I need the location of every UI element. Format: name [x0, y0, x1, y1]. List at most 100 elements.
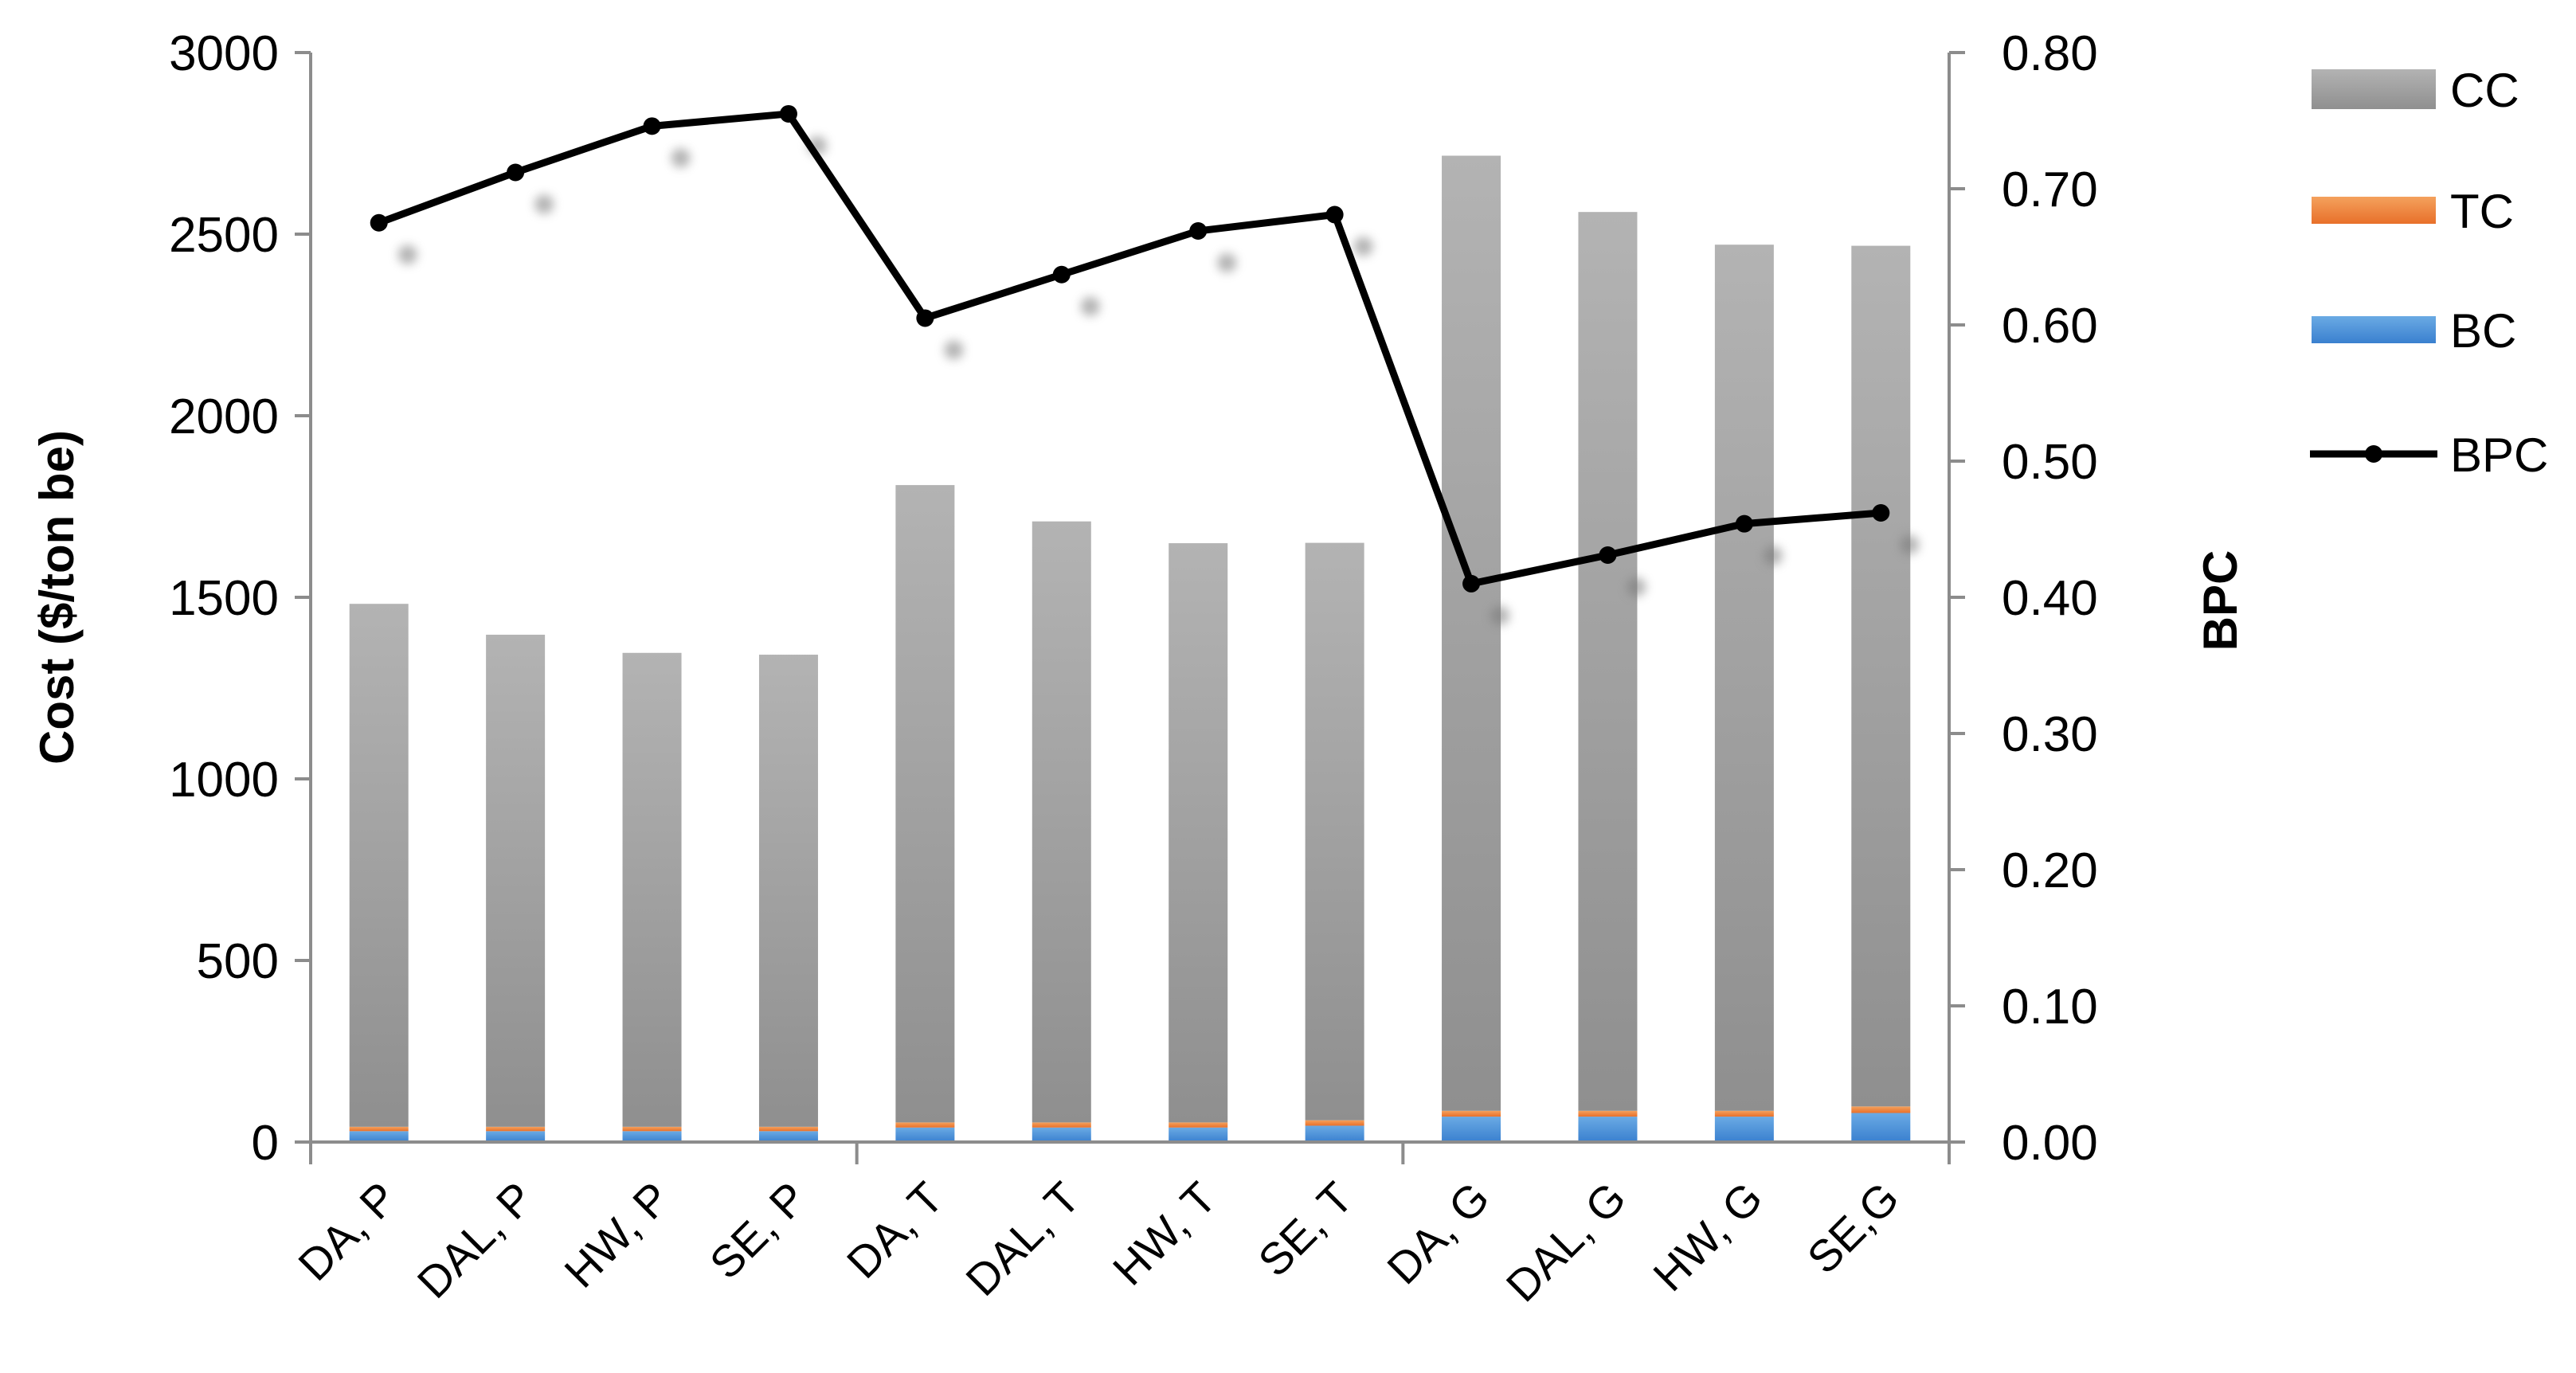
bar-tc — [349, 1126, 409, 1132]
bpc-line-layer — [370, 104, 1920, 625]
x-category-label: HW, P — [554, 1172, 679, 1297]
x-category-label: DA, P — [288, 1172, 406, 1290]
legend-swatch-tc — [2312, 197, 2436, 224]
legend-label-bc: BC — [2450, 304, 2516, 358]
legend-label-cc: CC — [2450, 64, 2519, 117]
bar-bc — [486, 1131, 546, 1142]
x-category-label: DA, T — [837, 1172, 953, 1288]
legend-swatch-bc — [2312, 316, 2436, 343]
bpc-marker-shadow — [397, 244, 417, 264]
bpc-marker-shadow — [1763, 546, 1783, 565]
x-category-label: HW, T — [1103, 1172, 1226, 1295]
bar-cc — [1169, 543, 1228, 1123]
y-axis-title: Cost ($/ton be) — [30, 430, 84, 765]
bar-tc — [758, 1126, 818, 1132]
legend: CC TC BC BPC — [2310, 64, 2548, 482]
bar-bc — [1305, 1125, 1364, 1142]
bpc-marker-shadow — [1900, 534, 1920, 554]
bpc-marker-shadow — [944, 340, 964, 360]
bar-bc — [349, 1131, 409, 1142]
bpc-marker-shadow — [534, 194, 554, 214]
right-tick-label: 0.80 — [2002, 26, 2098, 81]
bar-tc — [895, 1122, 955, 1128]
x-category-label: DAL, G — [1497, 1172, 1635, 1311]
bpc-marker — [1325, 205, 1344, 224]
bar-tc — [1714, 1110, 1774, 1117]
bpc-marker — [1189, 222, 1208, 241]
bpc-marker-shadow — [1080, 296, 1100, 316]
bar-bc — [622, 1131, 682, 1142]
bpc-marker — [1462, 574, 1481, 593]
bpc-marker — [1599, 546, 1617, 564]
bar-bc — [758, 1131, 818, 1142]
bar-cc — [1851, 245, 1911, 1107]
bpc-line — [378, 110, 1881, 588]
x-category-label: DAL, P — [408, 1172, 543, 1308]
bar-bc — [1578, 1117, 1638, 1142]
bar-cc — [486, 634, 546, 1127]
bar-bc — [895, 1127, 955, 1142]
left-tick-label: 2500 — [169, 208, 279, 263]
left-tick-label: 2000 — [169, 389, 279, 444]
left-tick-label: 3000 — [169, 26, 279, 81]
bars-layer — [349, 155, 1911, 1142]
bar-cc — [1578, 212, 1638, 1111]
right-tick-label: 0.50 — [2002, 435, 2098, 490]
right-tick-label: 0.00 — [2002, 1116, 2098, 1171]
left-tick-label: 1000 — [169, 753, 279, 808]
bpc-marker — [1872, 503, 1890, 522]
right-tick-label: 0.70 — [2002, 162, 2098, 217]
bar-tc — [622, 1126, 682, 1132]
bar-cc — [1442, 155, 1501, 1111]
bpc-marker-shadow — [1353, 237, 1373, 256]
bpc-marker-shadow — [671, 148, 691, 168]
bar-bc — [1851, 1113, 1911, 1142]
bar-cc — [349, 604, 409, 1127]
bpc-marker — [643, 117, 661, 135]
x-category-label: DAL, T — [956, 1172, 1089, 1305]
bar-cc — [1305, 542, 1364, 1121]
right-tick-label: 0.60 — [2002, 299, 2098, 354]
bpc-marker-shadow — [1490, 605, 1510, 625]
bar-cc — [758, 655, 818, 1127]
x-category-label: SE, T — [1248, 1172, 1362, 1286]
left-tick-label: 500 — [197, 934, 279, 989]
bar-bc — [1442, 1117, 1501, 1142]
bpc-marker — [779, 104, 797, 123]
bar-cc — [622, 652, 682, 1127]
bpc-marker-shadow — [1627, 577, 1646, 597]
legend-swatch-cc — [2312, 69, 2436, 109]
bpc-marker — [1735, 514, 1753, 533]
bar-tc — [486, 1126, 546, 1132]
bar-tc — [1578, 1110, 1638, 1117]
legend-label-tc: TC — [2450, 185, 2514, 238]
left-tick-label: 0 — [252, 1116, 279, 1171]
bpc-marker — [507, 163, 525, 182]
right-tick-label: 0.20 — [2002, 843, 2098, 898]
bar-cc — [1032, 521, 1091, 1123]
x-category-label: DA, G — [1377, 1172, 1498, 1293]
bpc-marker — [370, 213, 388, 232]
right-tick-label: 0.10 — [2002, 980, 2098, 1035]
y2-axis-title: BPC — [2194, 550, 2247, 651]
bpc-marker-shadow — [1217, 253, 1237, 273]
x-category-label: SE,G — [1798, 1172, 1909, 1283]
bar-cc — [895, 485, 955, 1123]
bar-tc — [1032, 1122, 1091, 1128]
bpc-marker — [916, 309, 934, 327]
bar-bc — [1169, 1127, 1228, 1142]
bar-bc — [1714, 1117, 1774, 1142]
bar-tc — [1305, 1120, 1364, 1126]
bar-tc — [1169, 1122, 1228, 1128]
bpc-marker — [1052, 265, 1071, 284]
legend-label-bpc: BPC — [2450, 428, 2548, 482]
bar-bc — [1032, 1127, 1091, 1142]
right-tick-label: 0.30 — [2002, 707, 2098, 762]
right-tick-label: 0.40 — [2002, 571, 2098, 626]
bar-tc — [1851, 1106, 1911, 1113]
left-tick-label: 1500 — [169, 571, 279, 626]
bar-cc — [1714, 244, 1774, 1111]
x-category-label: SE, P — [700, 1172, 816, 1289]
x-category-label: HW, G — [1643, 1172, 1771, 1301]
